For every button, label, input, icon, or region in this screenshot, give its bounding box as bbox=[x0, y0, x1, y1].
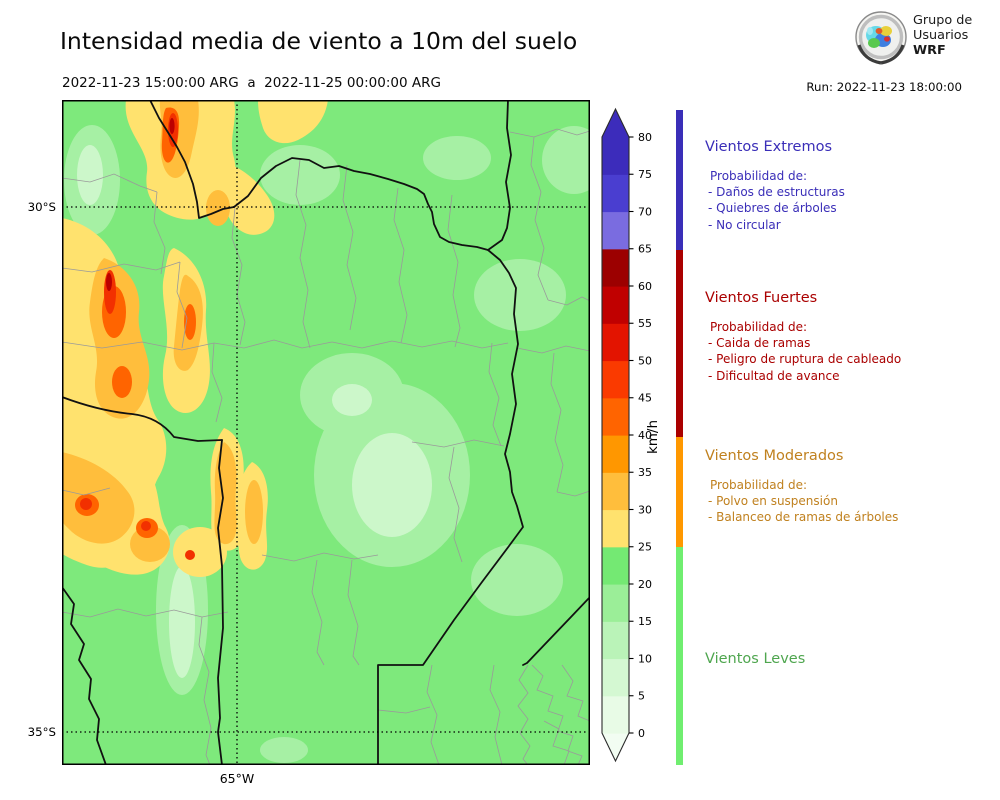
legend-item: - Daños de estructuras bbox=[708, 185, 845, 200]
colorbar-segment bbox=[602, 137, 629, 175]
forecast-period: 2022-11-23 15:00:00 ARG a 2022-11-25 00:… bbox=[62, 75, 441, 91]
legend-item: - Peligro de ruptura de cableado bbox=[708, 352, 902, 367]
colorbar-segment bbox=[602, 658, 629, 697]
map-department-boundaries bbox=[61, 128, 591, 766]
map-lightest-wind-patches bbox=[77, 145, 432, 678]
legend-section-subtitle: Probabilidad de: bbox=[710, 478, 808, 492]
map-graticule bbox=[62, 100, 590, 765]
colorbar-tick-label: 10 bbox=[638, 652, 652, 665]
legend-section-title: Vientos Extremos bbox=[705, 139, 833, 155]
legend-section-fuertes: Vientos Fuertes Probabilidad de: - Caida… bbox=[705, 290, 990, 384]
legend-section-extremos: Vientos Extremos Probabilidad de: - Daño… bbox=[705, 139, 990, 233]
legend-section-moderados: Vientos Moderados Probabilidad de: - Pol… bbox=[705, 448, 990, 526]
page-title: Intensidad media de viento a 10m del sue… bbox=[60, 27, 578, 55]
lon-label-65w: 65°W bbox=[219, 771, 255, 786]
colorbar-tick-label: 25 bbox=[638, 541, 652, 554]
colorbar-tick-label: 15 bbox=[638, 615, 652, 628]
colorbar-tick-label: 50 bbox=[638, 354, 652, 367]
logo-text-line2: Usuarios bbox=[913, 28, 969, 43]
lat-label-30s: 30°S bbox=[27, 200, 56, 214]
legend-item: - No circular bbox=[708, 217, 781, 232]
wrf-users-group-logo bbox=[852, 9, 910, 67]
colorbar-panel: km/h 80 75 70 65 60 55 50 45 40 35 30 25 20 15 10 5 0 bbox=[598, 100, 678, 790]
logo-text-line3: WRF bbox=[913, 43, 946, 58]
colorbar-segment bbox=[602, 472, 629, 511]
colorbar-segment bbox=[602, 211, 629, 250]
colorbar-segment bbox=[602, 360, 629, 399]
colorbar-tick-label: 60 bbox=[638, 280, 652, 293]
legend-section-leves: Vientos Leves bbox=[705, 651, 990, 680]
colorbar-tick-label: 20 bbox=[638, 578, 652, 591]
logo-seal-icon bbox=[855, 11, 907, 65]
colorbar-segment bbox=[602, 397, 629, 436]
colorbar-under-arrow bbox=[602, 733, 629, 761]
colorbar-tick-label: 30 bbox=[638, 503, 652, 516]
legend-item: - Balanceo de ramas de árboles bbox=[708, 510, 899, 525]
legend-section-subtitle: Probabilidad de: bbox=[710, 169, 808, 183]
colorbar-tick-label: 65 bbox=[638, 243, 652, 256]
colorbar-segment bbox=[602, 286, 629, 324]
colorbar-tick-label: 0 bbox=[638, 727, 645, 740]
colorbar-segment bbox=[602, 248, 629, 287]
legend-item: - Quiebres de árboles bbox=[708, 201, 837, 216]
colorbar-tick-label: 75 bbox=[638, 168, 652, 181]
colorbar-segment bbox=[602, 546, 629, 585]
logo-text: Grupo de Usuarios WRF bbox=[913, 13, 972, 58]
legend-strip-extremos bbox=[676, 110, 683, 250]
map-panel bbox=[61, 99, 606, 766]
colorbar-tick-label: 5 bbox=[638, 690, 645, 703]
wind-intensity-map bbox=[61, 99, 606, 766]
legend-item: - Polvo en suspensión bbox=[708, 494, 838, 509]
colorbar-segment bbox=[602, 695, 629, 734]
legend-section-title: Vientos Moderados bbox=[705, 448, 844, 464]
colorbar-over-arrow bbox=[602, 109, 629, 137]
colorbar-tick-label: 55 bbox=[638, 317, 652, 330]
colorbar-segment bbox=[602, 174, 629, 213]
model-run-timestamp: Run: 2022-11-23 18:00:00 bbox=[806, 80, 962, 94]
colorbar-segment bbox=[602, 621, 629, 660]
colorbar-tick-label: 70 bbox=[638, 205, 652, 218]
colorbar-tick-label: 35 bbox=[638, 466, 652, 479]
legend-item: - Dificultad de avance bbox=[708, 368, 840, 383]
colorbar-tick-label: 45 bbox=[638, 392, 652, 405]
logo-text-line1: Grupo de bbox=[913, 13, 973, 28]
legend-strip-fuertes bbox=[676, 250, 683, 437]
legend-section-title: Vientos Fuertes bbox=[705, 290, 818, 306]
colorbar-unit-label: km/h bbox=[645, 420, 661, 454]
lat-label-35s: 35°S bbox=[27, 725, 56, 739]
colorbar-tick-label: 80 bbox=[638, 131, 652, 144]
colorbar-segment bbox=[602, 323, 629, 362]
colorbar-segment bbox=[602, 509, 629, 548]
map-dark-red-cores bbox=[106, 118, 175, 291]
colorbar-segment bbox=[602, 435, 629, 473]
colorbar-segment bbox=[602, 584, 629, 622]
legend-section-subtitle: Probabilidad de: bbox=[710, 320, 808, 334]
legend-strip-leves bbox=[676, 547, 683, 765]
legend-item: - Caida de ramas bbox=[708, 336, 811, 351]
legend-strip-moderados bbox=[676, 437, 683, 547]
colorbar-tick-label: 40 bbox=[638, 429, 652, 442]
map-border bbox=[62, 100, 590, 765]
legend-section-title: Vientos Leves bbox=[705, 651, 806, 667]
map-province-boundaries bbox=[61, 99, 591, 766]
